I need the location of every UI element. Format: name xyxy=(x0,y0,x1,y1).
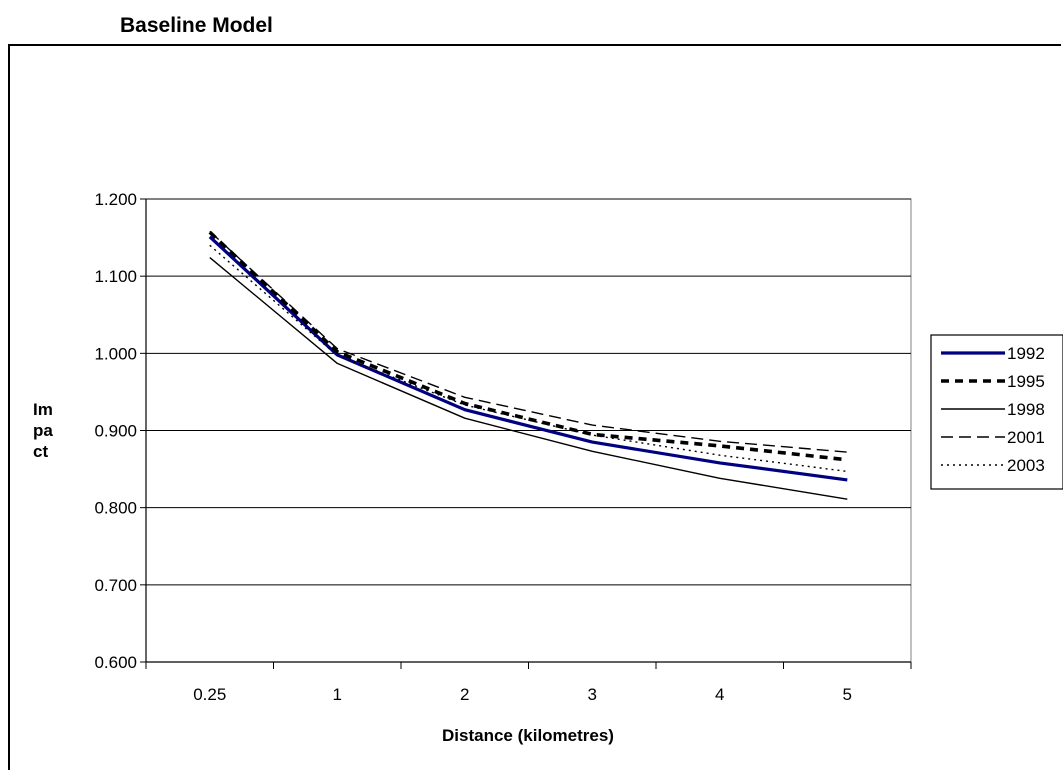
series-line-1992 xyxy=(208,235,848,482)
y-tick-label: 1.200 xyxy=(94,190,137,209)
legend-label-1992: 1992 xyxy=(1007,344,1045,363)
y-axis-label-line-2: pa xyxy=(33,421,53,440)
legend-box xyxy=(930,334,1063,490)
x-tick-label: 5 xyxy=(843,685,852,704)
series-line-2003 xyxy=(209,244,848,473)
series-lines xyxy=(208,230,848,500)
x-tick-label: 3 xyxy=(588,685,597,704)
chart-frame xyxy=(8,44,1061,770)
y-axis-label-line-1: Im xyxy=(33,400,53,419)
series-line-1998 xyxy=(209,257,848,500)
y-tick-label: 0.800 xyxy=(94,499,137,518)
gridlines xyxy=(145,198,912,663)
legend-label-1998: 1998 xyxy=(1007,400,1045,419)
legend-label-2003: 2003 xyxy=(1007,456,1045,475)
legend-label-2001: 2001 xyxy=(1007,428,1045,447)
x-tick-label: 0.25 xyxy=(193,685,226,704)
y-tick-label: 0.700 xyxy=(94,576,137,595)
y-tick-label: 0.600 xyxy=(94,653,137,672)
x-tick-label: 2 xyxy=(460,685,469,704)
axis-labels: Distance (kilometres) Im pa ct xyxy=(33,400,614,745)
legend: 1992 1995 1998 2001 2003 xyxy=(930,334,1063,490)
x-tick-label: 4 xyxy=(715,685,724,704)
x-tick-label: 1 xyxy=(333,685,342,704)
legend-label-1995: 1995 xyxy=(1007,372,1045,391)
x-axis-label: Distance (kilometres) xyxy=(442,726,614,745)
chart-title: Baseline Model xyxy=(120,14,273,37)
y-axis-label-line-3: ct xyxy=(33,442,48,461)
series-line-2001 xyxy=(209,230,848,453)
y-tick-label: 1.100 xyxy=(94,267,137,286)
y-tick-label: 1.000 xyxy=(94,344,137,363)
y-tick-label: 0.900 xyxy=(94,422,137,441)
axes: 0.600 0.700 0.800 0.900 1.000 1.100 1.200 0.25 1… xyxy=(94,190,912,704)
series-line-1995 xyxy=(208,230,848,462)
